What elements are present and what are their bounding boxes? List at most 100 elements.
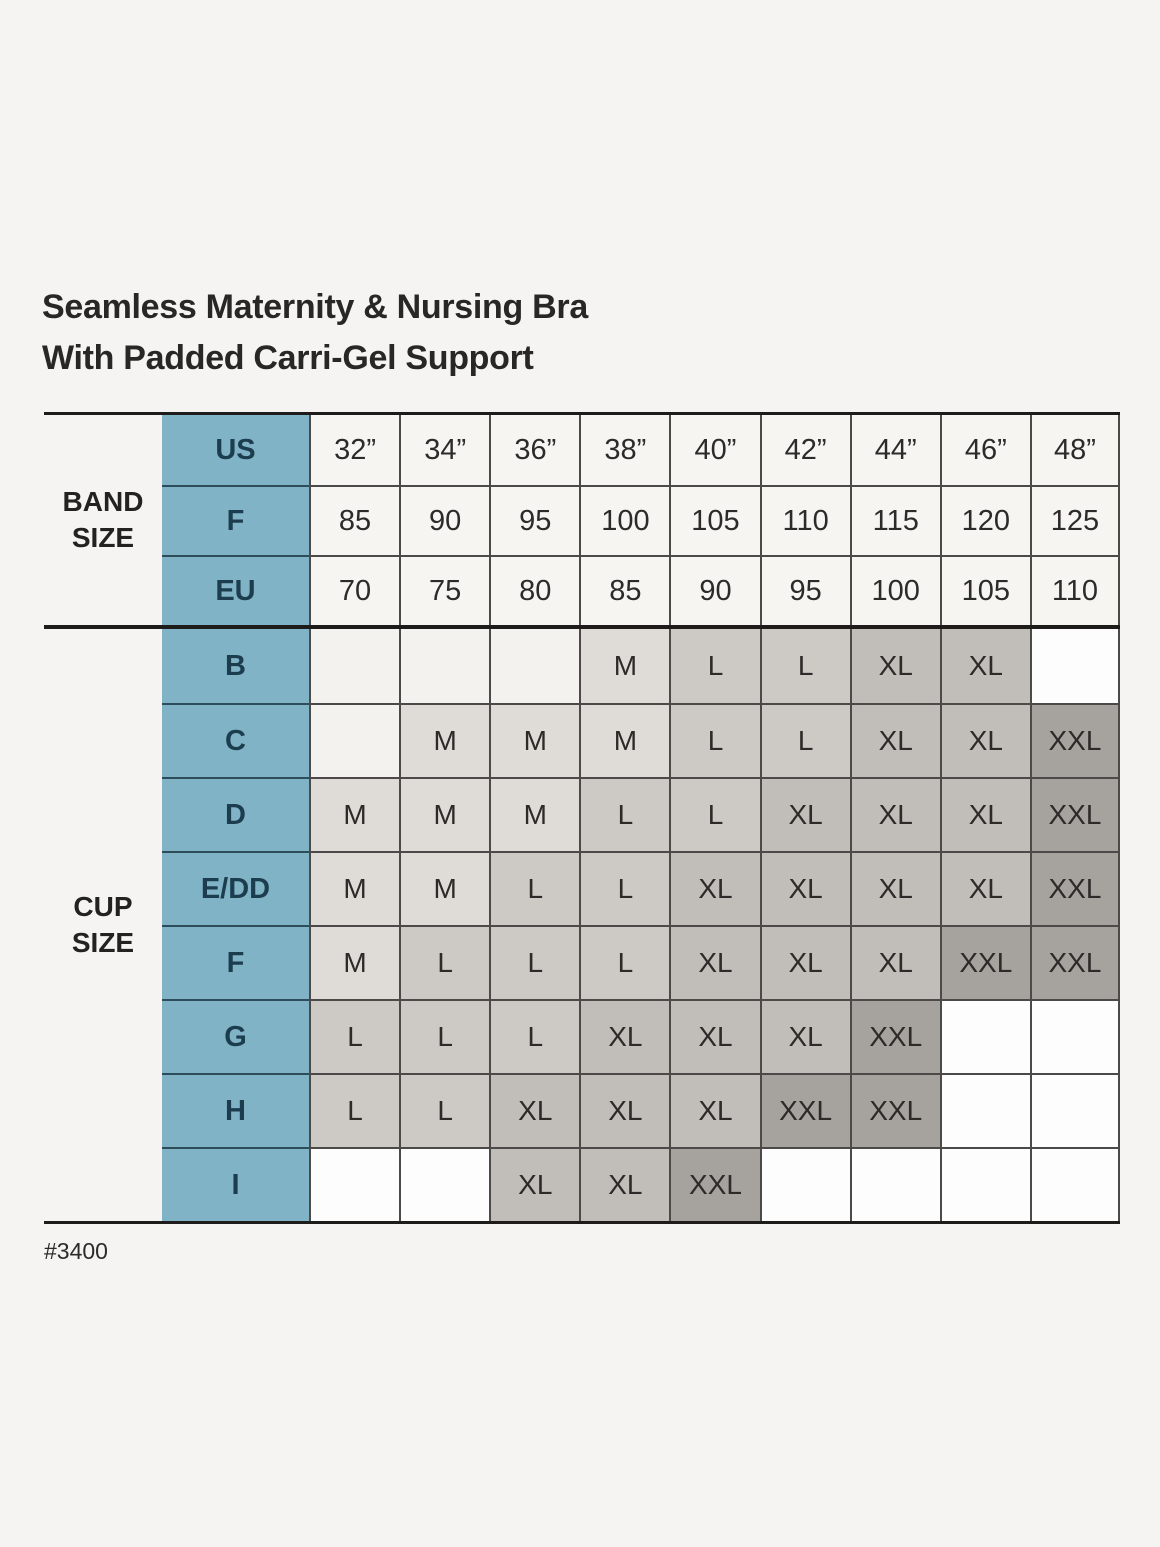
size-cell: XL [759, 925, 850, 999]
band-value-cell: 70 [309, 555, 400, 625]
size-cell: XXL [1029, 703, 1120, 777]
size-cell: XL [849, 703, 940, 777]
size-cell: M [579, 629, 670, 703]
cup-row-label: F [162, 925, 309, 999]
style-number: #3400 [44, 1238, 108, 1264]
empty-cell [309, 629, 400, 703]
size-cell: L [579, 925, 670, 999]
size-cell: L [759, 703, 850, 777]
band-value-cell: 110 [1029, 555, 1120, 625]
size-cell: XXL [1029, 925, 1120, 999]
size-cell: L [309, 999, 400, 1073]
band-size-section: BAND SIZE US 32” 34” 36” 38” 40” 42” 44” 46” 48” F 8… [44, 415, 1120, 625]
band-size-label: BAND SIZE [62, 485, 144, 553]
size-cell: XL [939, 777, 1030, 851]
band-value-cell: 125 [1029, 485, 1120, 555]
size-cell: XL [759, 777, 850, 851]
size-cell: XL [579, 999, 670, 1073]
band-value-cell: 105 [939, 555, 1030, 625]
cup-row-label: D [162, 777, 309, 851]
size-cell: XXL [669, 1147, 760, 1221]
size-cell: L [759, 629, 850, 703]
band-value-cell: 90 [669, 555, 760, 625]
size-cell: M [489, 703, 580, 777]
cup-row-label: H [162, 1073, 309, 1147]
empty-cell [309, 703, 400, 777]
band-value-cell: 80 [489, 555, 580, 625]
size-cell: M [309, 851, 400, 925]
size-cell: M [489, 777, 580, 851]
band-row-label: EU [162, 555, 309, 625]
band-value-cell: 95 [489, 485, 580, 555]
band-value-cell: 85 [579, 555, 670, 625]
size-cell: XXL [849, 1073, 940, 1147]
band-value-cell: 46” [939, 415, 1030, 485]
band-value-cell: 100 [849, 555, 940, 625]
empty-cell [489, 629, 580, 703]
size-cell: M [399, 851, 490, 925]
band-value-cell: 95 [759, 555, 850, 625]
band-value-cell: 38” [579, 415, 670, 485]
size-cell: M [309, 777, 400, 851]
empty-cell [309, 1147, 400, 1221]
band-value-cell: 32” [309, 415, 400, 485]
size-cell: XL [579, 1073, 670, 1147]
cup-row-label: G [162, 999, 309, 1073]
cup-row-label: C [162, 703, 309, 777]
band-cup-divider-rule [44, 625, 1120, 629]
size-cell: M [399, 703, 490, 777]
size-cell: XXL [759, 1073, 850, 1147]
size-cell: L [399, 1073, 490, 1147]
table-bottom-rule [44, 1221, 1120, 1224]
size-cell: L [489, 925, 580, 999]
size-cell: XL [849, 777, 940, 851]
band-value-cell: 85 [309, 485, 400, 555]
size-cell: XL [939, 851, 1030, 925]
chart-title-line-1: Seamless Maternity & Nursing Bra [42, 288, 588, 326]
size-cell: L [579, 777, 670, 851]
cup-row-label: B [162, 629, 309, 703]
empty-cell [1029, 999, 1120, 1073]
size-cell: L [669, 703, 760, 777]
empty-cell [1029, 629, 1120, 703]
empty-cell [939, 1073, 1030, 1147]
size-cell: XL [669, 925, 760, 999]
empty-cell [399, 1147, 490, 1221]
band-value-cell: 42” [759, 415, 850, 485]
band-row-label: F [162, 485, 309, 555]
table-top-rule [44, 412, 1120, 415]
empty-cell [1029, 1073, 1120, 1147]
size-cell: XL [669, 999, 760, 1073]
size-cell: XXL [849, 999, 940, 1073]
empty-cell [399, 629, 490, 703]
band-row-label: US [162, 415, 309, 485]
size-cell: L [669, 777, 760, 851]
size-cell: XL [939, 703, 1030, 777]
size-cell: XL [849, 851, 940, 925]
empty-cell [939, 999, 1030, 1073]
band-value-cell: 36” [489, 415, 580, 485]
size-cell: L [399, 999, 490, 1073]
band-value-cell: 48” [1029, 415, 1120, 485]
size-cell: XXL [1029, 851, 1120, 925]
size-cell: XL [579, 1147, 670, 1221]
size-cell: XXL [1029, 777, 1120, 851]
size-cell: M [399, 777, 490, 851]
cup-row-label: E/DD [162, 851, 309, 925]
size-cell: L [579, 851, 670, 925]
band-value-cell: 115 [849, 485, 940, 555]
cup-size-label: CUP SIZE [71, 890, 135, 958]
size-cell: XL [849, 925, 940, 999]
chart-title: Seamless Maternity & Nursing Bra With Pa… [42, 282, 588, 384]
size-cell: XL [669, 1073, 760, 1147]
band-value-cell: 110 [759, 485, 850, 555]
size-chart-table: BAND SIZE US 32” 34” 36” 38” 40” 42” 44” 46” 48” F 8… [44, 412, 1120, 1265]
empty-cell [939, 1147, 1030, 1221]
size-cell: XL [939, 629, 1030, 703]
size-cell: L [309, 1073, 400, 1147]
band-value-cell: 34” [399, 415, 490, 485]
size-cell: L [669, 629, 760, 703]
size-cell: XL [849, 629, 940, 703]
size-cell: XXL [939, 925, 1030, 999]
size-cell: XL [489, 1147, 580, 1221]
